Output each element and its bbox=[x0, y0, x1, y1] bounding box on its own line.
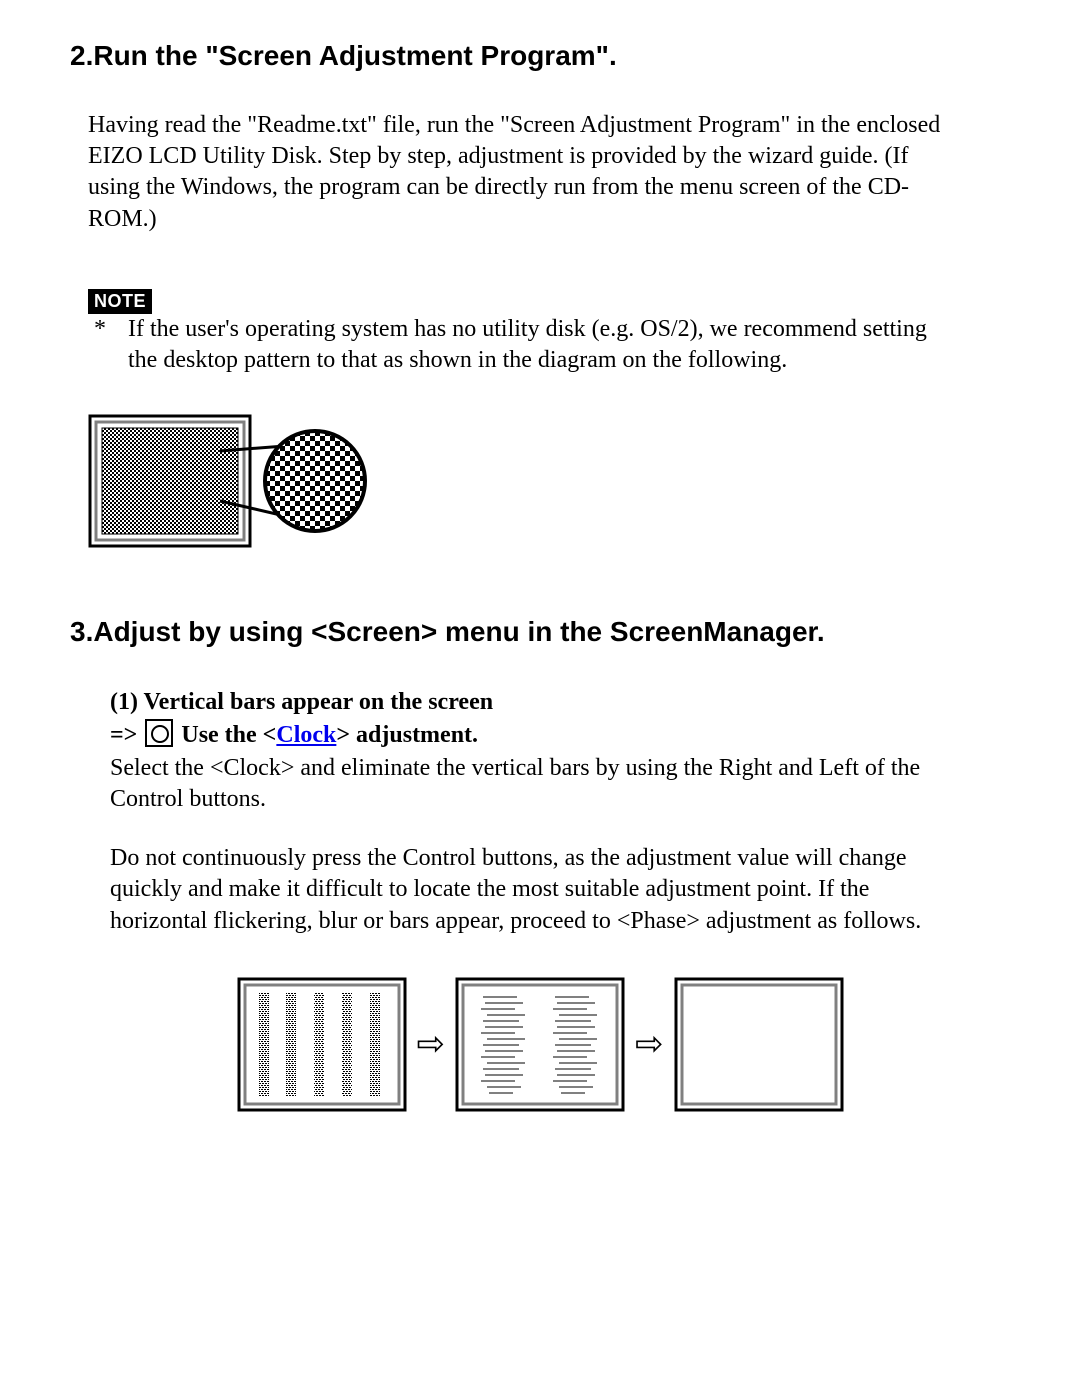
figure-clock-progression: ⇨ bbox=[70, 977, 1010, 1112]
arrow-1: ⇨ bbox=[417, 1024, 446, 1064]
panel-b bbox=[455, 977, 625, 1112]
step3-heading: 3.Adjust by using <Screen> menu in the S… bbox=[70, 616, 1010, 648]
item1-title: (1) Vertical bars appear on the screen bbox=[110, 689, 493, 715]
note-badge: NOTE bbox=[88, 289, 152, 314]
note-asterisk: * bbox=[94, 314, 122, 345]
document-page: 2.Run the "Screen Adjustment Program". H… bbox=[0, 0, 1080, 1397]
item1-para2: Do not continuously press the Control bu… bbox=[110, 843, 970, 937]
item1-title-block: (1) Vertical bars appear on the screen =… bbox=[110, 686, 1010, 751]
clock-icon bbox=[145, 719, 173, 747]
step2-heading: 2.Run the "Screen Adjustment Program". bbox=[70, 40, 1010, 72]
figure-checkerboard bbox=[70, 406, 1010, 566]
note-text: If the user's operating system has no ut… bbox=[128, 314, 928, 376]
item1-para1: Select the <Clock> and eliminate the ver… bbox=[110, 753, 970, 815]
arrow-2: ⇨ bbox=[635, 1024, 664, 1064]
panel-c bbox=[674, 977, 844, 1112]
panel-a bbox=[237, 977, 407, 1112]
item1-use-after: > adjustment. bbox=[336, 722, 478, 748]
note-line: * If the user's operating system has no … bbox=[94, 314, 944, 376]
item1-arrow-prefix: => bbox=[110, 722, 143, 748]
clock-link[interactable]: Clock bbox=[276, 722, 336, 748]
item1-use-before: Use the < bbox=[181, 722, 276, 748]
step2-body: Having read the "Readme.txt" file, run t… bbox=[88, 110, 948, 235]
